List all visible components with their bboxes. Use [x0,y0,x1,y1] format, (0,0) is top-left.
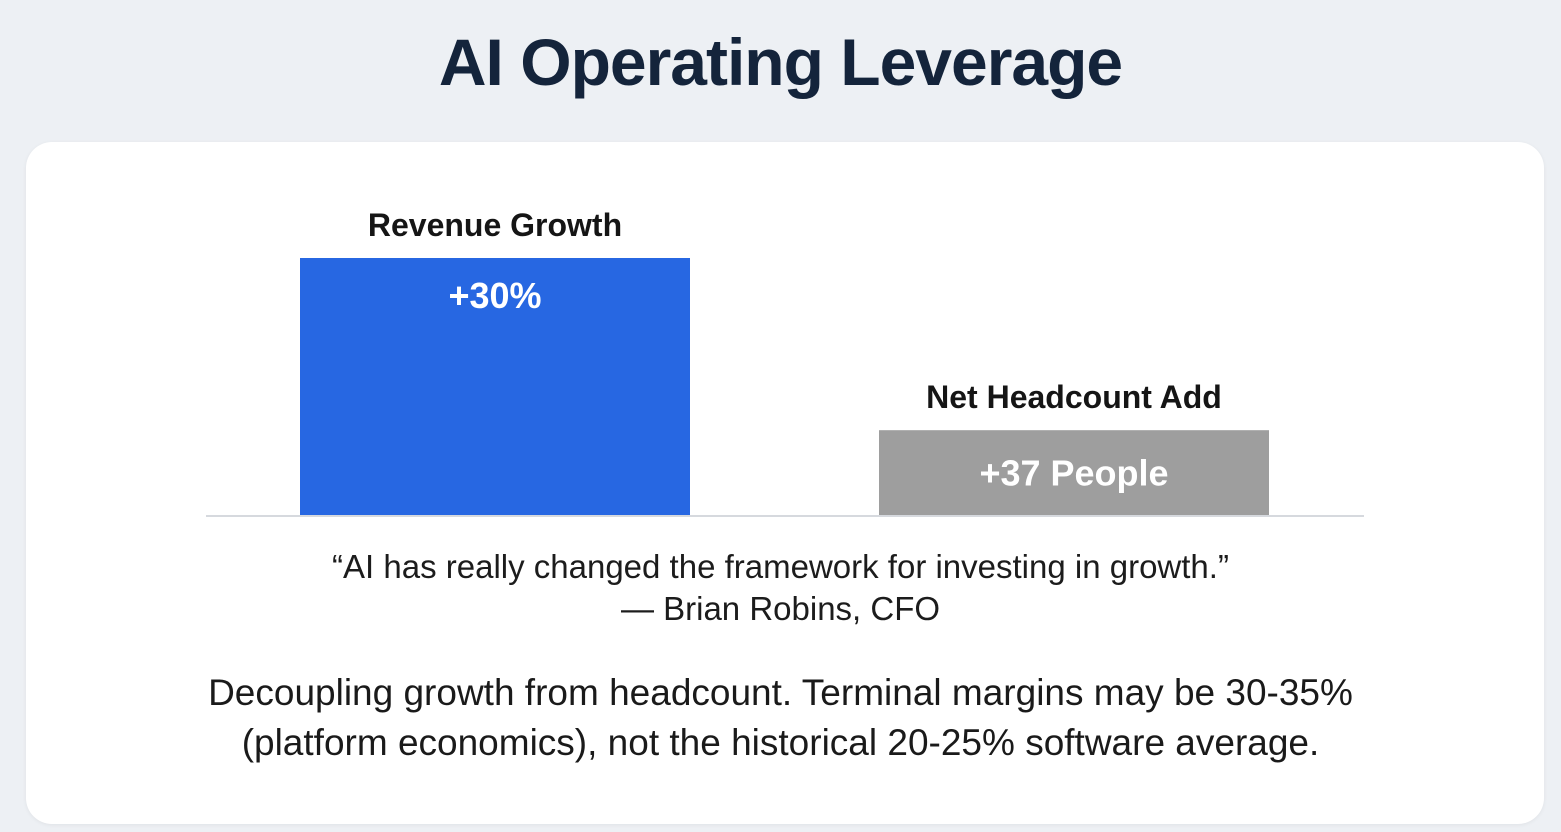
page-title: AI Operating Leverage [438,25,1123,99]
cfo-quote: “AI has really changed the framework for… [0,546,1561,630]
summary-line-1: Decoupling growth from headcount. Termin… [208,672,1353,713]
bar-chart: Revenue Growth +30% Net Headcount Add +37 P… [206,207,1364,517]
content-card [26,142,1544,824]
quote-attribution: — Brian Robins, CFO [620,590,941,627]
category-label: Revenue Growth [368,207,622,243]
summary-text: Decoupling growth from headcount. Termin… [0,668,1561,768]
data-label: +37 People [979,453,1168,494]
quote-text: “AI has really changed the framework for… [332,548,1229,585]
bar-net-headcount-add [879,430,1269,515]
bar-revenue-growth [300,258,690,515]
category-label: Net Headcount Add [926,379,1222,415]
summary-line-2: (platform economics), not the historical… [241,722,1320,763]
data-label: +30% [448,275,541,316]
